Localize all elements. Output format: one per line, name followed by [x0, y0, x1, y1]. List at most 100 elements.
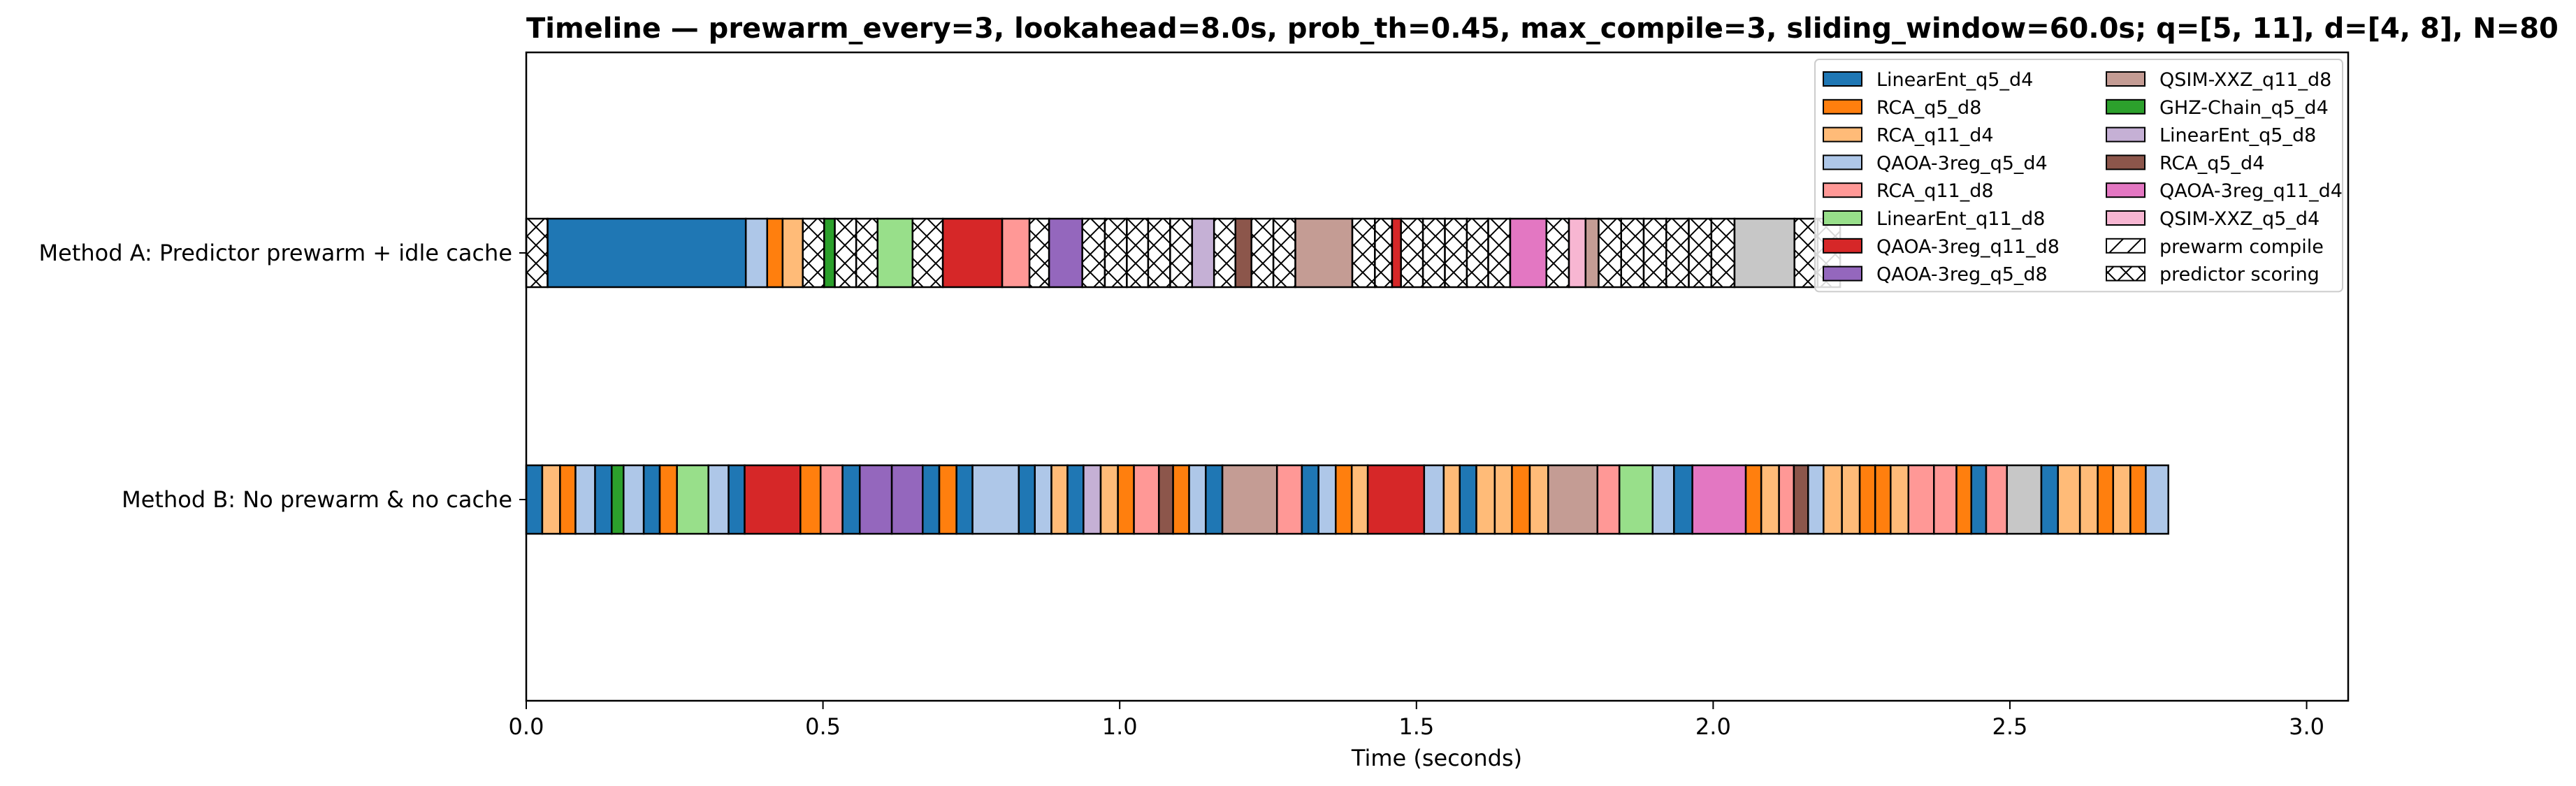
legend: LinearEnt_q5_d4 RCA_q5_d8 RCA_q11_d4 QAOA-3…	[1814, 59, 2343, 293]
gantt-segment	[971, 464, 1020, 535]
gantt-segment	[707, 464, 730, 535]
gantt-segment	[823, 217, 836, 289]
legend-swatch	[2106, 210, 2146, 226]
legend-label: QSIM-XXZ_q5_d4	[2159, 208, 2320, 230]
gantt-segment	[1642, 217, 1667, 289]
legend-label: QAOA-3reg_q5_d4	[1876, 152, 2048, 174]
gantt-segment	[855, 217, 878, 289]
x-tick-label: 0.0	[509, 713, 544, 740]
gantt-segment	[1475, 464, 1496, 535]
legend-swatch	[1823, 99, 1862, 115]
gantt-segment	[1117, 464, 1135, 535]
gantt-segment	[525, 217, 549, 289]
gantt-segment	[1907, 464, 1935, 535]
gantt-segment	[955, 464, 974, 535]
gantt-segment	[1823, 464, 1843, 535]
gantt-segment	[1596, 464, 1621, 535]
gantt-segment	[2129, 464, 2147, 535]
gantt-segment	[623, 464, 645, 535]
legend-swatch	[1823, 182, 1862, 198]
gantt-segment	[2145, 464, 2169, 535]
gantt-segment	[1301, 464, 1319, 535]
gantt-segment	[938, 464, 957, 535]
gantt-segment	[1985, 464, 2008, 535]
legend-swatch	[2106, 238, 2146, 254]
gantt-segment	[1034, 464, 1052, 535]
gantt-segment	[559, 464, 577, 535]
gantt-segment	[1793, 464, 1809, 535]
legend-swatch	[2106, 71, 2146, 87]
legend-swatch	[1823, 154, 1862, 170]
gantt-segment	[1421, 217, 1446, 289]
gantt-segment	[1487, 217, 1512, 289]
legend-swatch	[2106, 126, 2146, 143]
legend-label: RCA_q5_d8	[1876, 97, 1981, 119]
gantt-segment	[594, 464, 613, 535]
legend-label: LinearEnt_q11_d8	[1876, 208, 2045, 230]
x-axis-ticks: 0.0 0.5 1.0 1.5 2.0 2.5 3.0	[509, 701, 2324, 740]
gantt-segment	[744, 464, 802, 535]
gantt-segment	[1688, 217, 1713, 289]
gantt-segment	[1955, 464, 1973, 535]
x-tick-label: 0.5	[805, 713, 841, 740]
gantt-segment	[1933, 464, 1958, 535]
gantt-segment	[642, 464, 661, 535]
gantt-segment	[1001, 217, 1031, 289]
legend-label: predictor scoring	[2159, 264, 2320, 286]
gantt-segment	[1351, 217, 1376, 289]
gantt-segment	[1250, 217, 1275, 289]
gantt-segment	[1760, 464, 1780, 535]
gantt-segment	[1172, 464, 1190, 535]
legend-swatch	[1823, 210, 1862, 226]
legend-label: QSIM-XXZ_q11_d8	[2159, 69, 2331, 91]
legend-swatch	[1823, 71, 1862, 87]
gantt-segment	[676, 464, 709, 535]
legend-swatch	[2106, 265, 2146, 282]
gantt-segment	[1841, 464, 1861, 535]
x-tick-label: 1.5	[1398, 713, 1434, 740]
gantt-segment	[1511, 464, 1531, 535]
legend-swatch	[2106, 154, 2146, 170]
gantt-segment	[744, 217, 769, 289]
gantt-segment	[1350, 464, 1369, 535]
gantt-segment	[841, 464, 861, 535]
gantt-segment	[1050, 464, 1069, 535]
gantt-segment	[834, 217, 858, 289]
gantt-segment	[1147, 217, 1171, 289]
gantt-segment	[1509, 217, 1548, 289]
gantt-segment	[1169, 217, 1194, 289]
gantt-segment	[1099, 464, 1119, 535]
gantt-segment	[1493, 464, 1513, 535]
gantt-segment	[1366, 464, 1426, 535]
gantt-segment	[1651, 464, 1675, 535]
gantt-segment	[1272, 217, 1296, 289]
gantt-segment	[781, 217, 804, 289]
y-tick-label: Method B: No prewarm & no cache	[122, 486, 512, 513]
gantt-segment	[1444, 217, 1468, 289]
gantt-segment	[2006, 464, 2043, 535]
gantt-segment	[1205, 464, 1224, 535]
gantt-segment	[1691, 464, 1747, 535]
gantt-segment	[658, 464, 678, 535]
x-tick-label: 2.0	[1695, 713, 1731, 740]
x-tick-label: 2.5	[1992, 713, 2028, 740]
gantt-segment	[876, 217, 914, 289]
gantt-segment	[1191, 217, 1215, 289]
gantt-segment	[1374, 217, 1394, 289]
y-tick-label: Method A: Predictor prewarm + idle cache	[39, 240, 512, 266]
gantt-segment	[1083, 464, 1102, 535]
gantt-segment	[802, 217, 825, 289]
gantt-segment	[1234, 217, 1252, 289]
gantt-segment	[1335, 464, 1353, 535]
gantt-segment	[574, 464, 596, 535]
gantt-segment	[858, 464, 893, 535]
gantt-segment	[1970, 464, 1988, 535]
legend-label: RCA_q11_d8	[1876, 180, 1994, 202]
gantt-segment	[611, 464, 625, 535]
legend-label: QAOA-3reg_q11_d8	[1876, 236, 2060, 258]
legend-label: RCA_q5_d4	[2159, 152, 2264, 174]
gantt-segment	[1104, 217, 1128, 289]
legend-swatch	[1823, 265, 1862, 282]
gantt-segment	[547, 217, 747, 289]
gantt-segment	[1157, 464, 1174, 535]
